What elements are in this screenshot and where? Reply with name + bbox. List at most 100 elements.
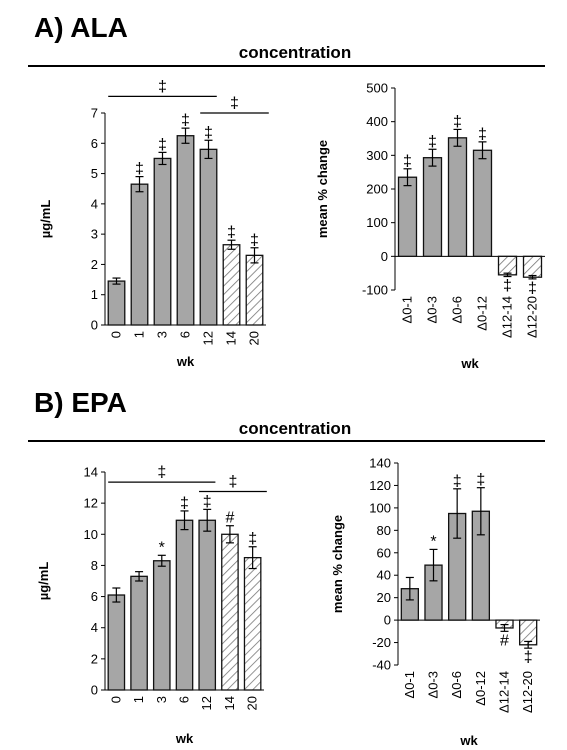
panel-a-title: A) ALA bbox=[34, 12, 128, 43]
significance-marker: ‡ bbox=[135, 161, 144, 178]
y-tick-label: -40 bbox=[372, 658, 391, 673]
x-tick-label: 0 bbox=[108, 696, 123, 703]
significance-marker: ‡ bbox=[503, 278, 512, 295]
x-axis-label: wk bbox=[460, 356, 479, 371]
x-tick-label: 1 bbox=[131, 696, 146, 703]
x-tick-label: 12 bbox=[201, 331, 216, 345]
y-tick-label: 40 bbox=[377, 568, 391, 583]
bar bbox=[107, 594, 126, 691]
y-tick-label: 100 bbox=[369, 500, 391, 515]
significance-marker: * bbox=[159, 539, 165, 556]
bar bbox=[422, 157, 443, 257]
y-tick-label: 200 bbox=[366, 182, 388, 197]
significance-marker: ‡ bbox=[478, 126, 487, 143]
y-tick-label: 2 bbox=[91, 257, 98, 272]
significance-marker: ‡ bbox=[181, 112, 190, 129]
x-tick-label: 3 bbox=[154, 696, 169, 703]
bracket-marker: ‡ bbox=[228, 473, 237, 490]
bar bbox=[222, 244, 241, 326]
epa-concentration-chart: 0 2 4 6 8 10 12 14 0 1 * 3 ‡ 6 ‡ 12 #14 ‡ 20 ‡ ‡ µg/mL wk bbox=[36, 464, 267, 746]
bar bbox=[198, 519, 217, 691]
bar bbox=[130, 183, 149, 326]
x-tick-label: Δ0-3 bbox=[426, 671, 441, 698]
y-tick-label: 140 bbox=[369, 456, 391, 471]
x-tick-label: 6 bbox=[178, 331, 193, 338]
y-tick-label: 5 bbox=[91, 166, 98, 181]
bar bbox=[522, 255, 543, 278]
bar bbox=[199, 148, 218, 326]
x-tick-label: Δ0-1 bbox=[400, 296, 415, 323]
bar bbox=[243, 556, 262, 691]
y-tick-label: 8 bbox=[91, 558, 98, 573]
significance-marker: ‡ bbox=[227, 224, 236, 241]
y-tick-label: 4 bbox=[91, 620, 98, 635]
y-tick-label: 120 bbox=[369, 478, 391, 493]
y-tick-label: -20 bbox=[372, 635, 391, 650]
significance-marker: # bbox=[225, 510, 234, 527]
y-tick-label: 2 bbox=[91, 651, 98, 666]
y-tick-label: 80 bbox=[377, 523, 391, 538]
bar bbox=[176, 135, 195, 326]
significance-marker: ‡ bbox=[453, 473, 462, 490]
significance-marker: ‡ bbox=[453, 113, 462, 130]
bar bbox=[397, 176, 418, 257]
bar bbox=[447, 137, 468, 257]
y-tick-label: 0 bbox=[91, 683, 98, 698]
significance-marker: ‡ bbox=[203, 493, 212, 510]
bracket-marker: ‡ bbox=[230, 95, 239, 112]
y-tick-label: 0 bbox=[91, 318, 98, 333]
x-tick-label: Δ0-12 bbox=[475, 296, 490, 331]
bar bbox=[245, 254, 264, 326]
y-tick-label: 1 bbox=[91, 287, 98, 302]
y-tick-label: 12 bbox=[84, 496, 98, 511]
y-axis-label: µg/mL bbox=[38, 200, 53, 239]
y-axis-label: mean % change bbox=[315, 140, 330, 238]
x-tick-label: Δ12-20 bbox=[520, 671, 535, 713]
x-axis-label: wk bbox=[175, 731, 194, 746]
x-tick-label: Δ12-14 bbox=[497, 671, 512, 713]
bracket-marker: ‡ bbox=[157, 464, 166, 481]
x-tick-label: Δ12-14 bbox=[500, 296, 515, 338]
x-tick-label: 20 bbox=[245, 696, 260, 710]
x-tick-label: 0 bbox=[109, 331, 124, 338]
y-tick-label: 14 bbox=[84, 465, 98, 480]
bar bbox=[221, 533, 239, 691]
x-tick-label: 1 bbox=[132, 331, 147, 338]
x-tick-label: Δ0-6 bbox=[450, 296, 465, 323]
x-tick-label: 12 bbox=[199, 696, 214, 710]
panel-b-section-title: concentration bbox=[239, 419, 351, 438]
y-tick-label: 500 bbox=[366, 81, 388, 96]
y-tick-label: 20 bbox=[377, 590, 391, 605]
bar bbox=[472, 149, 493, 257]
epa-percent-change-chart: -40 -20 0 20 40 60 80 100 120 140 Δ0-1 * Δ0-3 ‡ Δ0-6 ‡ Δ… bbox=[330, 456, 540, 748]
y-axis-label: µg/mL bbox=[36, 562, 51, 601]
y-tick-label: 100 bbox=[366, 215, 388, 230]
panel-b-title: B) EPA bbox=[34, 387, 127, 418]
significance-marker: ‡ bbox=[204, 124, 213, 141]
significance-marker: ‡ bbox=[180, 495, 189, 512]
significance-marker: * bbox=[430, 533, 436, 550]
x-tick-label: Δ0-3 bbox=[425, 296, 440, 323]
significance-marker: ‡ bbox=[476, 472, 485, 489]
bar bbox=[153, 157, 172, 326]
y-tick-label: 7 bbox=[91, 106, 98, 121]
y-tick-label: 3 bbox=[91, 227, 98, 242]
y-tick-label: 4 bbox=[91, 196, 98, 211]
significance-marker: ‡ bbox=[428, 133, 437, 150]
x-tick-label: Δ0-12 bbox=[473, 671, 488, 706]
y-tick-label: 0 bbox=[384, 613, 391, 628]
significance-marker: ‡ bbox=[403, 153, 412, 170]
x-tick-label: 14 bbox=[222, 696, 237, 710]
bar bbox=[175, 519, 194, 691]
y-tick-label: 6 bbox=[91, 136, 98, 151]
bar bbox=[152, 560, 171, 691]
x-tick-label: 14 bbox=[224, 331, 239, 345]
x-axis-label: wk bbox=[459, 733, 478, 748]
significance-marker: # bbox=[500, 632, 509, 649]
x-tick-label: 3 bbox=[155, 331, 170, 338]
bracket-marker: ‡ bbox=[158, 78, 167, 95]
y-tick-label: 10 bbox=[84, 527, 98, 542]
x-tick-label: Δ0-6 bbox=[449, 671, 464, 698]
